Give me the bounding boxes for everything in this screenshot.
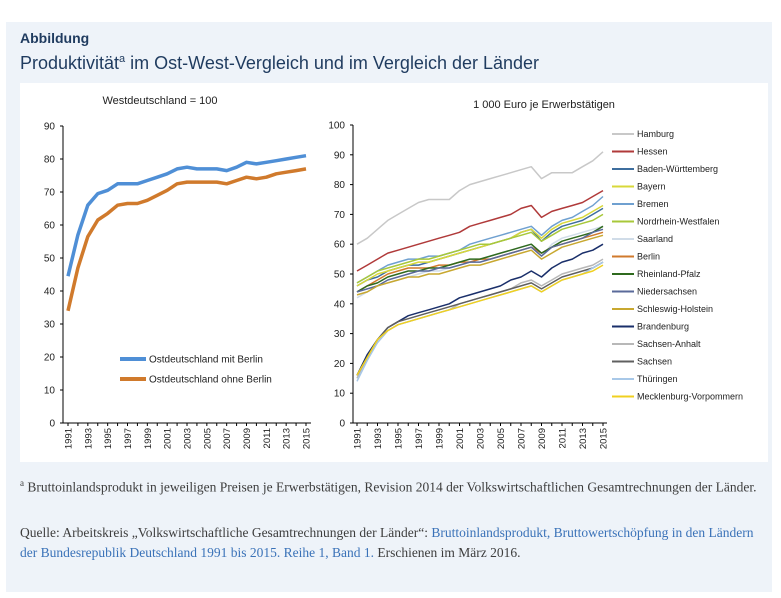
y-tick-label: 0 — [339, 419, 345, 430]
legend-label: Ostdeutschland ohne Berlin — [149, 375, 272, 386]
series-line-ostdeutschland-mit-berlin — [66, 153, 307, 277]
charts-svg: Westdeutschland = 100 1 000 Euro je Erwe… — [44, 95, 743, 450]
title-superscript: a — [119, 53, 126, 65]
x-tick-label: 1993 — [83, 428, 94, 449]
x-tick-label: 1999 — [435, 428, 446, 449]
y-tick-label: 100 — [328, 121, 345, 132]
series-line-mecklenburg-vorpommern — [356, 264, 604, 376]
x-tick-label: 1997 — [414, 428, 425, 449]
series-line-sachsen-anhalt — [356, 258, 604, 379]
y-tick-label: 80 — [334, 180, 346, 191]
y-tick-label: 50 — [44, 254, 56, 265]
series-line-hessen — [356, 189, 604, 272]
legend-label: Hessen — [637, 147, 668, 157]
x-tick-label: 2015 — [599, 428, 610, 449]
x-tick-label: 1991 — [353, 428, 364, 449]
y-tick-label: 40 — [44, 287, 56, 298]
y-tick-label: 40 — [334, 299, 346, 310]
series-line-nordrhein-westfalen — [356, 213, 604, 284]
x-tick-label: 2003 — [476, 428, 487, 449]
right-chart-title: 1 000 Euro je Erwerbstätigen — [473, 99, 615, 111]
legend-label: Sachsen-Anhalt — [637, 339, 701, 349]
footnote-text: Bruttoinlandsprodukt in jeweiligen Preis… — [24, 479, 757, 495]
footnote: a Bruttoinlandsprodukt in jeweiligen Pre… — [20, 474, 760, 497]
y-tick-label: 0 — [49, 419, 55, 430]
legend-label: Bremen — [637, 199, 669, 209]
legend-label: Mecklenburg-Vorpommern — [637, 392, 743, 402]
chart-panel: Westdeutschland = 100 1 000 Euro je Erwe… — [20, 83, 768, 462]
title-main: Produktivität — [20, 53, 120, 73]
footnote-marker: a — [20, 478, 24, 488]
x-tick-label: 2003 — [183, 428, 194, 449]
x-tick-label: 2009 — [242, 428, 253, 449]
legend-label: Sachsen — [637, 357, 672, 367]
y-tick-label: 60 — [44, 221, 56, 232]
legend-label: Brandenburg — [637, 322, 689, 332]
x-tick-label: 2005 — [202, 428, 213, 449]
y-tick-label: 10 — [44, 386, 56, 397]
title-rest: im Ost-West-Vergleich und im Vergleich d… — [125, 53, 540, 73]
y-tick-label: 20 — [334, 359, 346, 370]
figure-label: Abbildung — [20, 30, 90, 46]
y-tick-label: 10 — [334, 389, 346, 400]
legend-label: Niedersachsen — [637, 287, 697, 297]
figure-title: Produktivitäta im Ost-West-Vergleich und… — [20, 53, 539, 74]
x-tick-label: 2001 — [455, 428, 466, 449]
y-tick-label: 20 — [44, 353, 56, 364]
series-line-ostdeutschland-ohne-berlin — [66, 167, 307, 312]
y-tick-label: 90 — [334, 150, 346, 161]
legend-label: Ostdeutschland mit Berlin — [149, 355, 263, 366]
y-tick-label: 70 — [334, 210, 346, 221]
x-tick-label: 2007 — [517, 428, 528, 449]
series-line-sachsen — [356, 261, 604, 376]
legend-label: Hamburg — [637, 129, 674, 139]
x-tick-label: 1999 — [143, 428, 154, 449]
series-line-hamburg — [356, 151, 604, 245]
legend-label: Thüringen — [637, 374, 678, 384]
y-tick-label: 30 — [334, 329, 346, 340]
series-line-niedersachsen — [356, 228, 604, 293]
x-tick-label: 2011 — [558, 428, 569, 448]
y-tick-label: 90 — [44, 122, 56, 133]
x-tick-label: 2005 — [496, 428, 507, 449]
series-line-rheinland-pfalz — [356, 225, 604, 293]
x-tick-label: 1993 — [373, 428, 384, 449]
x-tick-label: 2007 — [222, 428, 233, 449]
legend-label: Schleswig-Holstein — [637, 304, 713, 314]
x-tick-label: 2015 — [302, 428, 313, 449]
x-tick-label: 2001 — [163, 428, 174, 449]
x-tick-label: 1997 — [123, 428, 134, 449]
source-suffix: Erschienen im März 2016. — [373, 545, 521, 560]
y-tick-label: 60 — [334, 240, 346, 251]
legend-label: Berlin — [637, 252, 660, 262]
source-note: Quelle: Arbeitskreis „Volkswirtschaftlic… — [20, 523, 760, 563]
source-link[interactable]: Bruttoinlandsprodukt, Bruttowertschöpfun… — [20, 525, 754, 560]
x-tick-label: 1995 — [103, 428, 114, 449]
x-tick-label: 2013 — [578, 428, 589, 449]
source-prefix: Quelle: Arbeitskreis „Volkswirtschaftlic… — [20, 525, 432, 540]
legend-label: Saarland — [637, 234, 673, 244]
series-line-schleswig-holstein — [356, 234, 604, 296]
series-line-bayern — [356, 204, 604, 287]
x-tick-label: 1995 — [394, 428, 405, 449]
right-chart: 0 10 20 30 40 50 60 70 80 90 100 1991 1993 1995 1997 19… — [328, 121, 743, 450]
y-tick-label: 30 — [44, 320, 56, 331]
series-line-bremen — [356, 195, 604, 284]
legend-label: Rheinland-Pfalz — [637, 269, 701, 279]
x-tick-label: 2013 — [282, 428, 293, 449]
series-line-thüringen — [356, 261, 604, 382]
x-tick-label: 2011 — [262, 428, 273, 448]
legend-label: Baden-Württemberg — [637, 164, 718, 174]
legend-label: Bayern — [637, 182, 666, 192]
legend-label: Nordrhein-Westfalen — [637, 217, 719, 227]
x-tick-label: 2009 — [537, 428, 548, 449]
y-tick-label: 70 — [44, 188, 56, 199]
left-chart: 0 10 20 30 40 50 60 70 80 90 1991 1993 1995 1997 1999 2… — [44, 122, 313, 450]
y-tick-label: 50 — [334, 270, 346, 281]
y-tick-label: 80 — [44, 155, 56, 166]
left-chart-title: Westdeutschland = 100 — [102, 95, 217, 107]
x-tick-label: 1991 — [64, 428, 75, 449]
